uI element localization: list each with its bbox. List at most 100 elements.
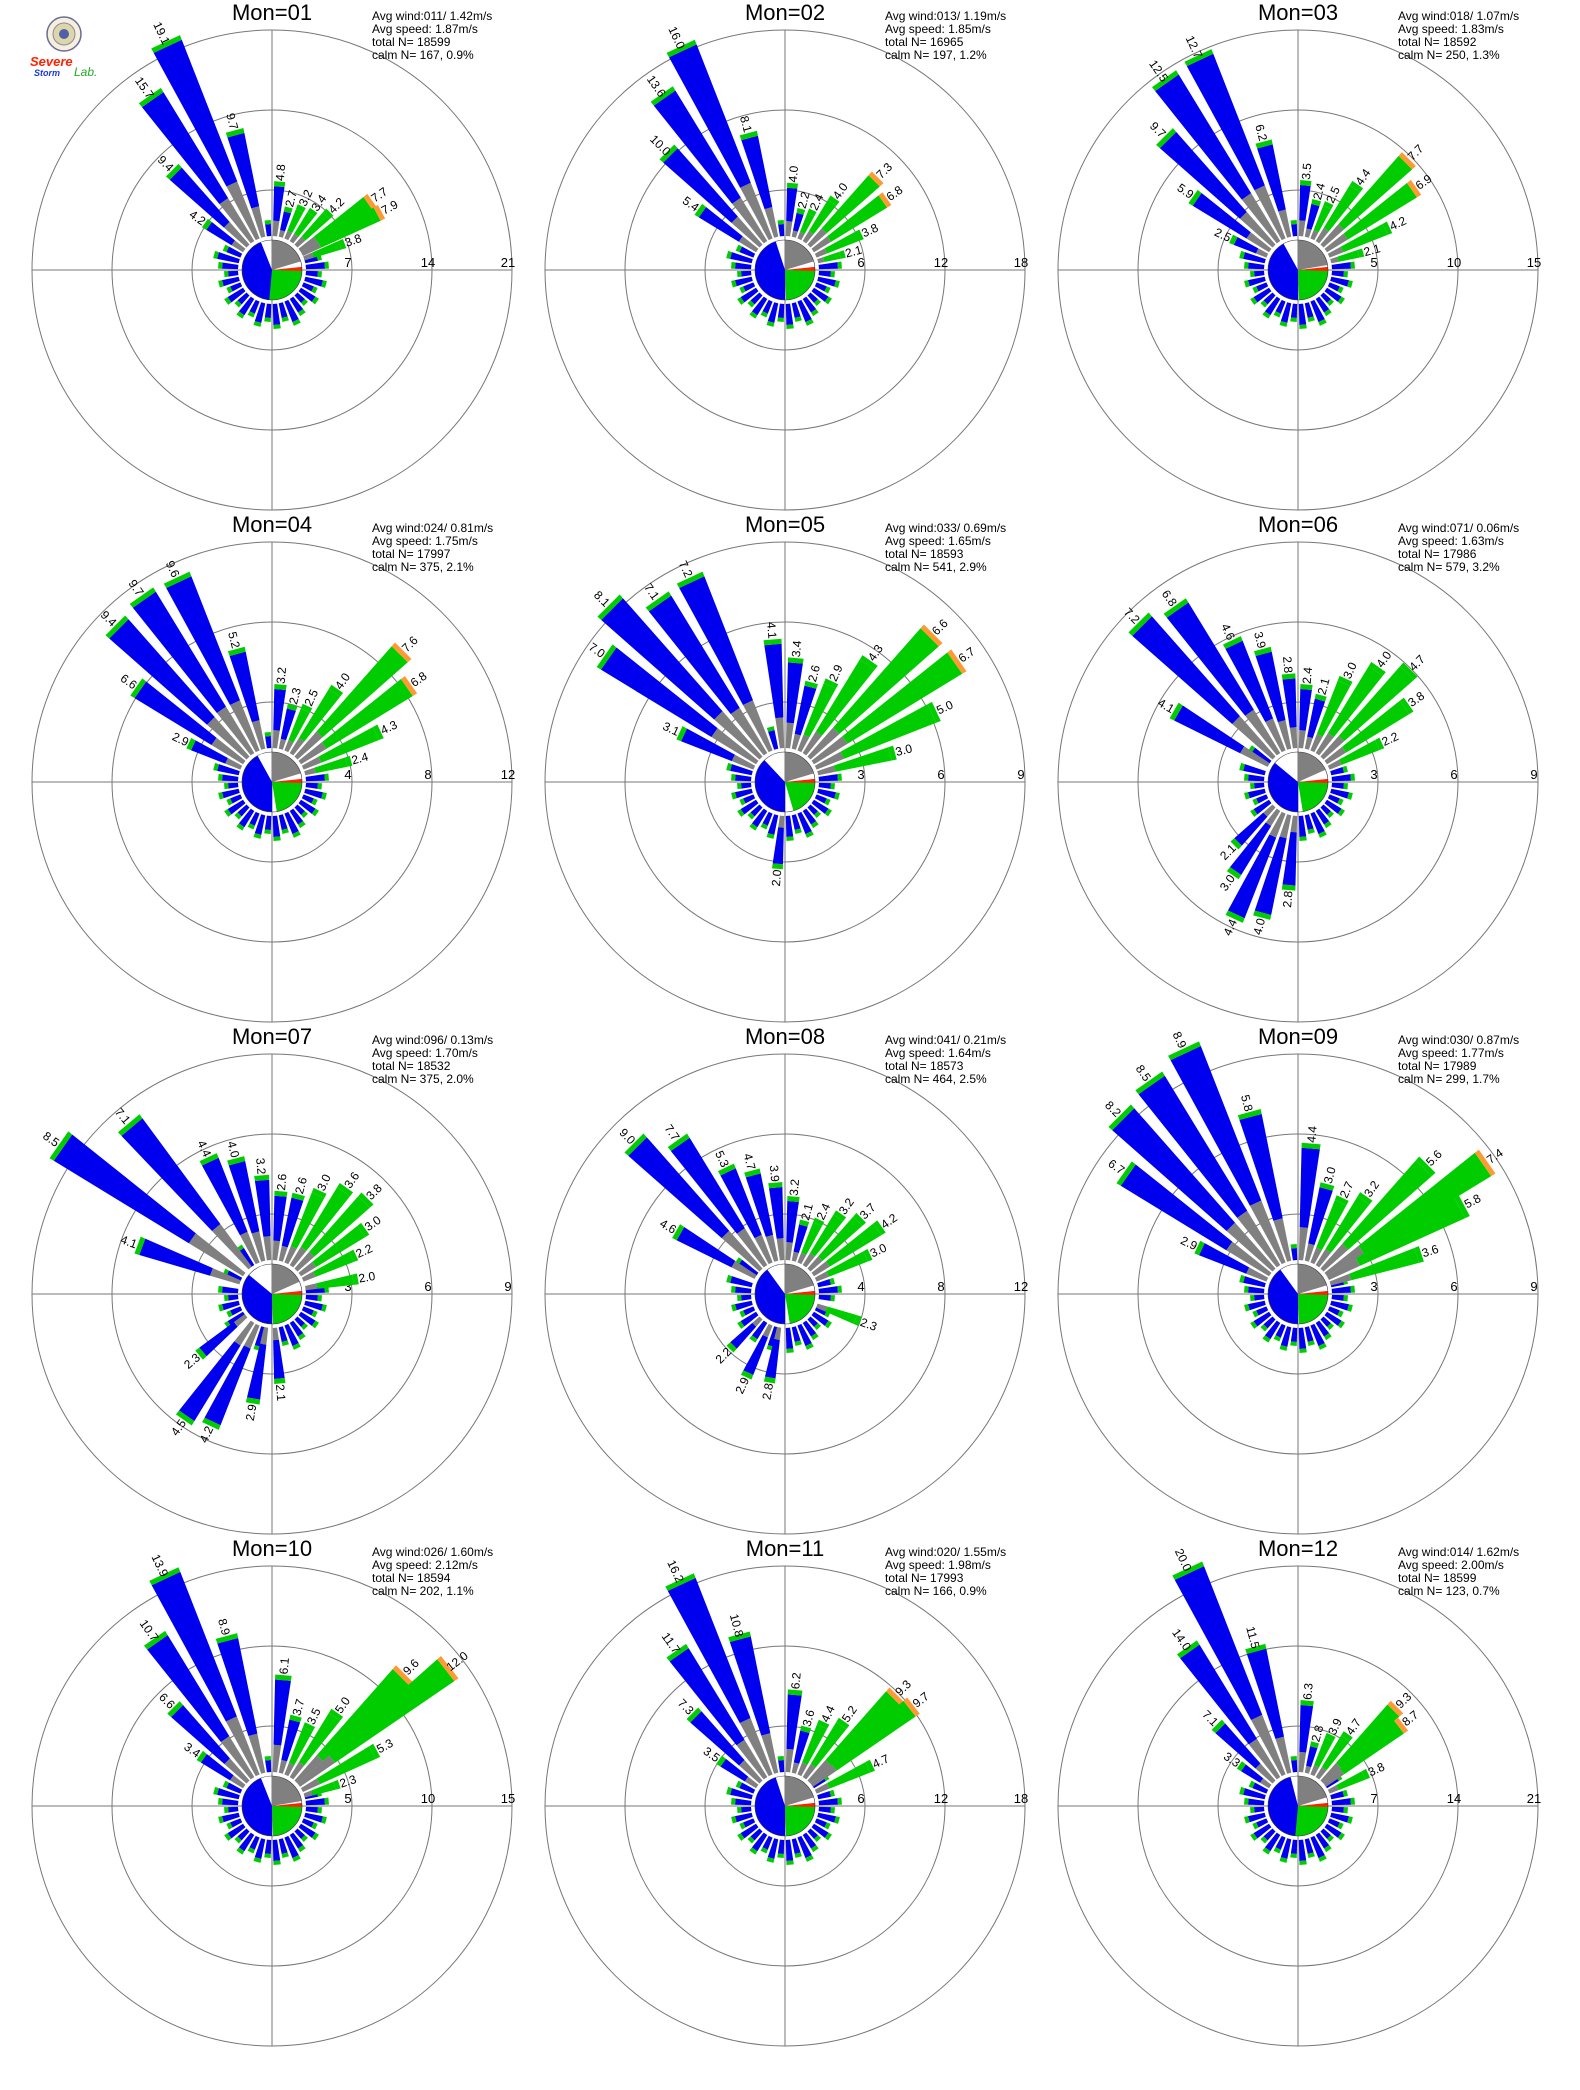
petal-label: 6.1 bbox=[277, 1657, 292, 1675]
petal-tip bbox=[771, 863, 783, 870]
minor-petal bbox=[1254, 782, 1265, 789]
minor-petal-tip bbox=[1337, 798, 1344, 806]
pie-outline bbox=[1267, 239, 1329, 301]
petal-label: 3.2 bbox=[274, 666, 289, 684]
petal-calm-segment bbox=[251, 206, 266, 238]
minor-petal-tip bbox=[311, 286, 318, 294]
minor-petal bbox=[284, 1323, 299, 1347]
minor-petal bbox=[238, 296, 255, 316]
pie-slice-blue bbox=[1268, 762, 1298, 812]
minor-petal-tip bbox=[253, 833, 262, 839]
minor-petal bbox=[254, 302, 266, 323]
minor-petal bbox=[1248, 276, 1266, 287]
minor-petal-tip bbox=[1350, 773, 1355, 781]
petal-calm-segment bbox=[1241, 193, 1281, 244]
petal-calm-segment bbox=[731, 216, 763, 248]
minor-petal bbox=[1275, 1323, 1286, 1338]
petal-bar bbox=[667, 1577, 751, 1724]
minor-petal-tip bbox=[737, 1321, 745, 1329]
petal-bar bbox=[246, 1343, 267, 1400]
pie-slice-green bbox=[1298, 1294, 1328, 1324]
minor-petal bbox=[228, 782, 239, 789]
petal-tip bbox=[357, 1222, 370, 1238]
minor-petal-tip bbox=[213, 762, 219, 771]
minor-petal-tip bbox=[830, 783, 835, 790]
petal-calm-segment bbox=[778, 815, 785, 828]
minor-petal bbox=[304, 276, 323, 287]
petal-tip bbox=[878, 192, 892, 208]
stats-line: calm N= 202, 1.1% bbox=[372, 1584, 474, 1598]
petal-bar bbox=[1327, 666, 1383, 738]
petal-bar bbox=[311, 241, 342, 258]
stats-line: Avg speed: 1.64m/s bbox=[885, 1046, 991, 1060]
minor-petal-tip bbox=[311, 1832, 319, 1841]
petal-tip bbox=[1382, 221, 1393, 235]
petal-label: 3.9 bbox=[1325, 1716, 1345, 1737]
minor-petal-tip bbox=[1252, 1310, 1259, 1318]
minor-petal-tip bbox=[1307, 1852, 1315, 1858]
minor-petal bbox=[264, 1839, 272, 1854]
petal-label: 2.5 bbox=[1323, 184, 1343, 205]
petal-tip bbox=[927, 701, 941, 723]
minor-petal-tip bbox=[1324, 1333, 1332, 1341]
petal-calm-segment bbox=[776, 1238, 785, 1261]
petal-calm-segment bbox=[807, 1760, 831, 1784]
panel-title: Mon=02 bbox=[745, 0, 825, 25]
stats-line: calm N= 250, 1.3% bbox=[1398, 48, 1500, 62]
petal-bar bbox=[290, 1192, 325, 1249]
minor-petal-tip bbox=[777, 1756, 784, 1761]
minor-petal bbox=[1330, 1791, 1345, 1800]
minor-petal-tip bbox=[726, 1786, 732, 1795]
petal-calm-segment bbox=[1304, 1765, 1312, 1774]
petal-calm-segment bbox=[1290, 815, 1298, 833]
minor-petal-tip bbox=[1290, 1756, 1297, 1761]
minor-petal bbox=[294, 1316, 306, 1328]
minor-petal-tip bbox=[824, 1822, 831, 1830]
minor-petal-tip bbox=[292, 831, 301, 838]
minor-petal bbox=[237, 804, 250, 817]
minor-petal bbox=[222, 788, 240, 799]
minor-petal-tip bbox=[805, 1855, 814, 1862]
minor-petal-tip bbox=[224, 1833, 232, 1841]
petal-label: 2.4 bbox=[1310, 181, 1328, 201]
petal-calm-segment bbox=[1310, 733, 1323, 753]
petal-label: 5.3 bbox=[712, 1148, 732, 1169]
minor-petal-tip bbox=[1262, 311, 1271, 319]
minor-petal-tip bbox=[264, 220, 271, 225]
petal-bar bbox=[741, 135, 773, 210]
petal-tip bbox=[1176, 1640, 1200, 1659]
petal-label: 3.8 bbox=[343, 231, 364, 250]
minor-petal-tip bbox=[747, 1836, 755, 1844]
petal-tip bbox=[1152, 70, 1179, 92]
minor-petal bbox=[1330, 788, 1349, 799]
petal-bar bbox=[668, 44, 751, 188]
minor-petal-tip bbox=[834, 280, 840, 288]
minor-petal-tip bbox=[1290, 317, 1297, 322]
ring-label: 6 bbox=[937, 767, 944, 782]
petal-calm-segment bbox=[738, 236, 759, 253]
petal-tip bbox=[787, 657, 804, 664]
minor-petal-tip bbox=[805, 319, 814, 326]
petal-calm-segment bbox=[1298, 1227, 1308, 1261]
petal-tip bbox=[650, 86, 676, 106]
petal-calm-segment bbox=[785, 221, 793, 237]
petal-calm-segment bbox=[225, 757, 243, 770]
minor-petal-tip bbox=[824, 1832, 832, 1841]
petal-bar bbox=[329, 1659, 455, 1763]
minor-petal-tip bbox=[1250, 1321, 1258, 1329]
minor-petal-tip bbox=[1337, 1310, 1344, 1318]
minor-petal bbox=[818, 782, 831, 789]
minor-petal-tip bbox=[747, 812, 755, 820]
petal-calm-segment bbox=[219, 198, 255, 244]
petal-calm-segment bbox=[1315, 227, 1329, 244]
stats-line: Avg speed: 1.83m/s bbox=[1398, 22, 1504, 36]
petal-bar bbox=[743, 1335, 768, 1376]
stats-line: Avg speed: 2.12m/s bbox=[372, 1558, 478, 1572]
petal-bar bbox=[1225, 640, 1274, 722]
petal-tip bbox=[1237, 1109, 1262, 1120]
stats-line: Avg speed: 1.65m/s bbox=[885, 534, 991, 548]
minor-petal bbox=[304, 788, 323, 799]
petal-bar bbox=[273, 186, 285, 222]
